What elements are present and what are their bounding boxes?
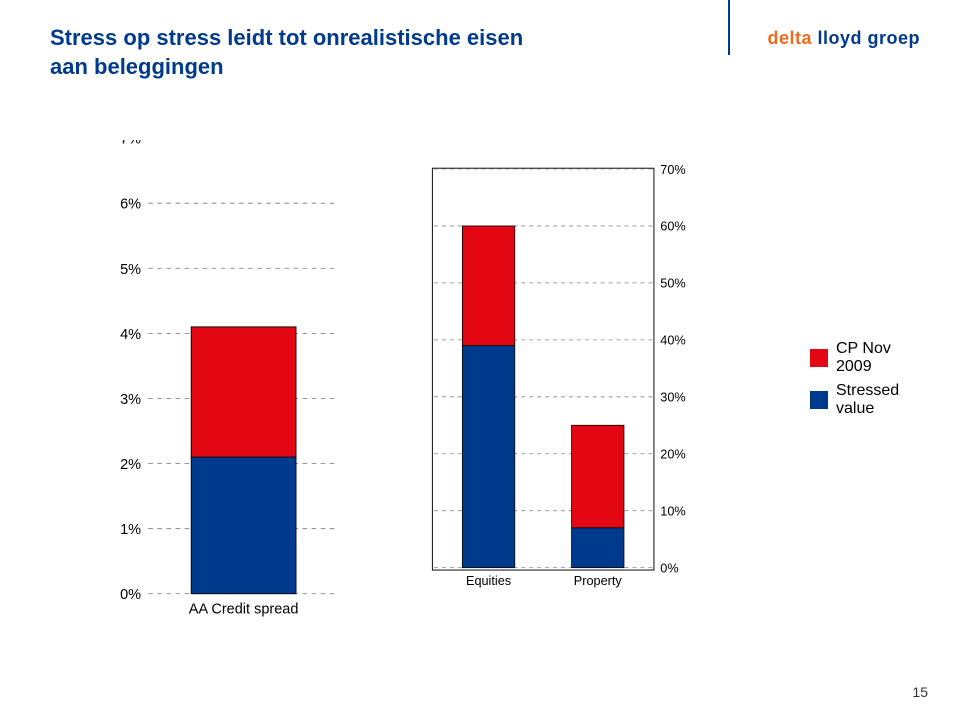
page-number: 15: [912, 684, 928, 700]
svg-text:0%: 0%: [660, 561, 678, 575]
logo-accent: delta: [767, 28, 812, 48]
logo-rest: lloyd groep: [812, 28, 920, 48]
svg-text:60%: 60%: [660, 220, 685, 234]
title-line1: Stress op stress leidt tot onrealistisch…: [50, 25, 523, 50]
header-divider: [728, 0, 730, 55]
legend-item: Stressed value: [810, 382, 910, 418]
legend-label: Stressed value: [836, 382, 910, 418]
legend-swatch: [810, 391, 828, 409]
svg-text:30%: 30%: [660, 391, 685, 405]
svg-text:40%: 40%: [660, 334, 685, 348]
brand-logo: delta lloyd groep: [767, 28, 920, 49]
page-title: Stress op stress leidt tot onrealistisch…: [50, 24, 523, 81]
svg-text:2%: 2%: [120, 457, 141, 473]
svg-text:AA Credit spread: AA Credit spread: [189, 602, 299, 618]
svg-text:Equities: Equities: [466, 574, 511, 588]
svg-text:70%: 70%: [660, 163, 685, 177]
left-chart: 0% 1% 2% 3% 4% 5% 6% 7% AA Credit spread: [100, 140, 360, 630]
legend-label: CP Nov 2009: [836, 340, 910, 376]
svg-text:6%: 6%: [120, 197, 141, 213]
svg-text:10%: 10%: [660, 504, 685, 518]
svg-text:1%: 1%: [120, 522, 141, 538]
svg-text:0%: 0%: [120, 587, 141, 603]
legend-item: CP Nov 2009: [810, 340, 910, 376]
svg-text:4%: 4%: [120, 327, 141, 343]
svg-text:50%: 50%: [660, 277, 685, 291]
legend: CP Nov 2009 Stressed value: [810, 340, 910, 424]
right-chart: 0% 10% 20% 30% 40% 50% 60% 70% Equities Property: [430, 140, 700, 630]
svg-text:5%: 5%: [120, 262, 141, 278]
legend-swatch: [810, 349, 828, 367]
svg-text:Property: Property: [574, 574, 623, 588]
svg-text:20%: 20%: [660, 448, 685, 462]
title-line2: aan beleggingen: [50, 54, 224, 79]
svg-text:3%: 3%: [120, 392, 141, 408]
svg-text:7%: 7%: [120, 140, 141, 148]
chart-area: 0% 1% 2% 3% 4% 5% 6% 7% AA Credit spread 0% 10% 20…: [50, 110, 910, 670]
